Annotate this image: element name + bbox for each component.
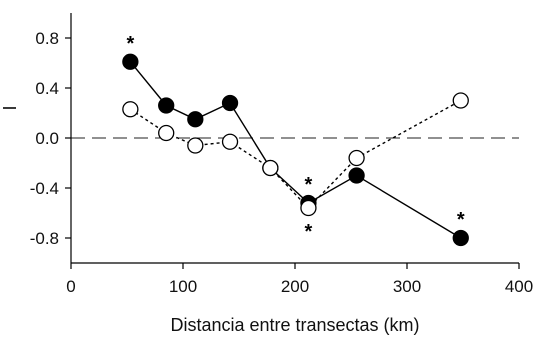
x-tick-label: 200 [281,277,309,296]
significance-star-3: * [305,221,313,243]
open-marker-6 [300,199,317,217]
significance-star-4: * [457,209,465,231]
x-tick-label: 300 [393,277,421,296]
open-marker-7 [348,149,365,167]
x-tick-label: 100 [169,277,197,296]
filled-marker-3 [187,111,204,128]
open-marker-8 [452,92,469,109]
open-marker-1 [122,101,139,118]
filled-marker-2 [158,97,175,114]
open-marker-5 [262,159,279,177]
x-axis-label: Distancia entre transectas (km) [170,315,419,335]
filled-marker-1 [122,53,139,70]
y-tick-label: -0.4 [30,179,59,198]
open-marker-2 [158,124,175,142]
y-tick-label: 0.4 [35,79,59,98]
filled-marker-7 [348,167,365,184]
x-tick-label: 0 [66,277,75,296]
y-tick-label: 0.0 [35,129,59,148]
significance-star-1: * [126,33,134,55]
filled-marker-8 [452,229,469,247]
axis-labels-group: Distancia entre transectas (km) I [0,105,420,335]
y-axis-label: I [0,105,20,110]
open-marker-3 [187,137,204,154]
significance-star-2: * [305,174,313,196]
axes-group: 0 100 200 300 400 -0.8 -0.4 0.0 0.4 0.8 [30,13,533,296]
y-tick-label: -0.8 [30,229,59,248]
series-1-line [129,61,462,239]
open-marker-4 [221,133,239,150]
x-tick-label: 400 [505,277,533,296]
series-group [122,53,469,247]
annotations-group: * * * * [126,33,464,243]
filled-marker-4 [221,94,239,112]
y-tick-label: 0.8 [35,29,59,48]
